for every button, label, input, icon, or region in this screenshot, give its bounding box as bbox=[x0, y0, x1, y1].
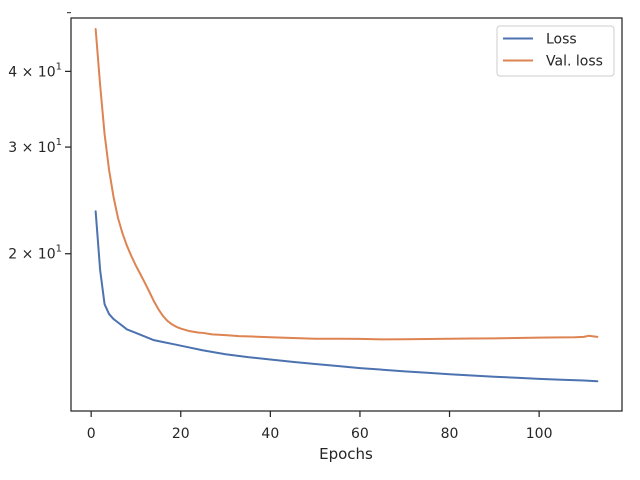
legend-label-val-loss: Val. loss bbox=[546, 54, 603, 70]
legend-label-loss: Loss bbox=[546, 32, 577, 48]
x-tick-label: 80 bbox=[441, 426, 459, 442]
series-line-loss bbox=[94, 210, 599, 383]
series-layer bbox=[94, 27, 599, 383]
x-tick-label: 100 bbox=[526, 426, 553, 442]
plot-frame bbox=[70, 17, 623, 412]
y-axis-ticks: 2 × 101 3 × 101 4 × 101 bbox=[8, 12, 71, 263]
x-tick-label: 0 bbox=[87, 426, 96, 442]
x-tick-label: 20 bbox=[172, 426, 190, 442]
x-axis-ticks: 0 20 40 60 80 100 bbox=[87, 411, 553, 442]
y-tick-label: 3 × 101 bbox=[8, 137, 62, 156]
x-axis-label: Epochs bbox=[319, 445, 373, 463]
y-tick-label: 2 × 101 bbox=[8, 244, 62, 263]
series-line-val-loss bbox=[94, 27, 599, 341]
x-tick-label: 60 bbox=[351, 426, 369, 442]
y-tick-label: 4 × 101 bbox=[8, 61, 62, 80]
legend: Loss Val. loss bbox=[496, 25, 615, 77]
x-tick-label: 40 bbox=[261, 426, 279, 442]
